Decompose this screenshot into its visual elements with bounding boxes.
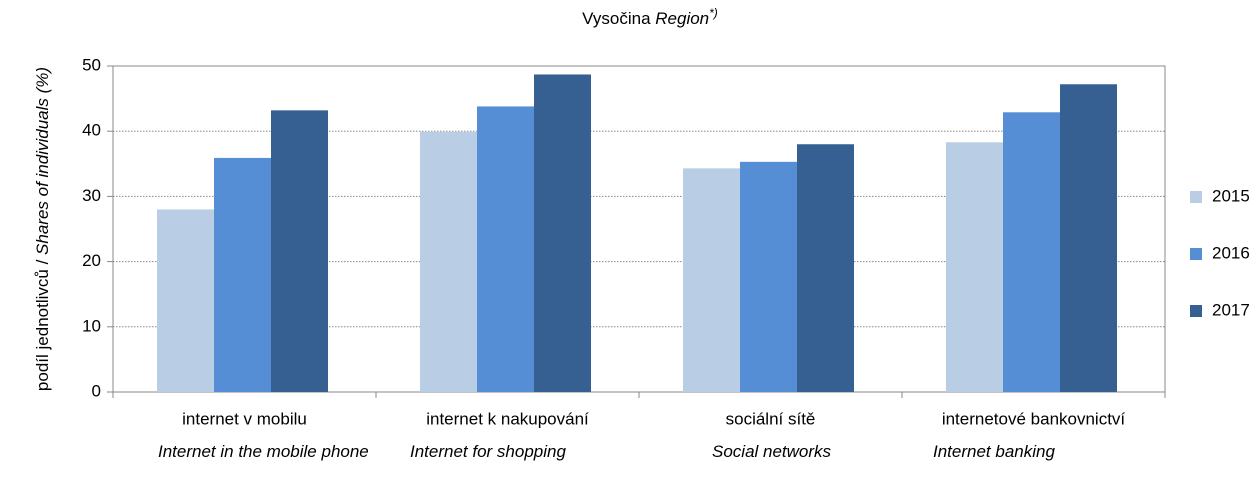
bar bbox=[420, 131, 477, 393]
legend-label: 2015 bbox=[1212, 186, 1250, 205]
x-tick-label: internetové bankovnictví bbox=[942, 409, 1126, 428]
legend-swatch bbox=[1190, 305, 1202, 317]
bar bbox=[157, 209, 214, 392]
legend-label: 2017 bbox=[1212, 300, 1250, 319]
x-tick-label-en: Internet banking bbox=[933, 442, 1055, 461]
x-tick-label: sociální sítě bbox=[726, 409, 816, 428]
bar bbox=[1060, 84, 1117, 393]
x-tick-label: internet v mobilu bbox=[182, 409, 307, 428]
bar bbox=[271, 110, 328, 392]
x-tick-label-en: Social networks bbox=[712, 442, 832, 461]
y-tick-label: 40 bbox=[82, 121, 101, 140]
bar bbox=[214, 157, 271, 392]
legend-swatch bbox=[1190, 248, 1202, 260]
bar bbox=[1003, 112, 1060, 393]
y-tick-label: 30 bbox=[82, 186, 101, 205]
bar bbox=[477, 106, 534, 392]
y-tick-label: 0 bbox=[92, 381, 101, 400]
x-tick-label-en: Internet for shopping bbox=[410, 442, 566, 461]
chart-title: Vysočina Region*) bbox=[582, 6, 718, 28]
bar bbox=[797, 144, 854, 392]
y-tick-label: 20 bbox=[82, 251, 101, 270]
bar bbox=[946, 142, 1003, 392]
x-tick-label-en: Internet in the mobile phone bbox=[158, 442, 369, 461]
legend-label: 2016 bbox=[1212, 243, 1250, 262]
bar bbox=[683, 168, 740, 392]
legend-swatch bbox=[1190, 191, 1202, 203]
bar bbox=[534, 74, 591, 392]
bar bbox=[740, 161, 797, 392]
y-tick-label: 10 bbox=[82, 316, 101, 335]
x-tick-label: internet k nakupování bbox=[426, 409, 589, 428]
y-tick-label: 50 bbox=[82, 55, 101, 74]
y-axis-label: podíl jednotlivců / Shares of individual… bbox=[33, 67, 52, 391]
